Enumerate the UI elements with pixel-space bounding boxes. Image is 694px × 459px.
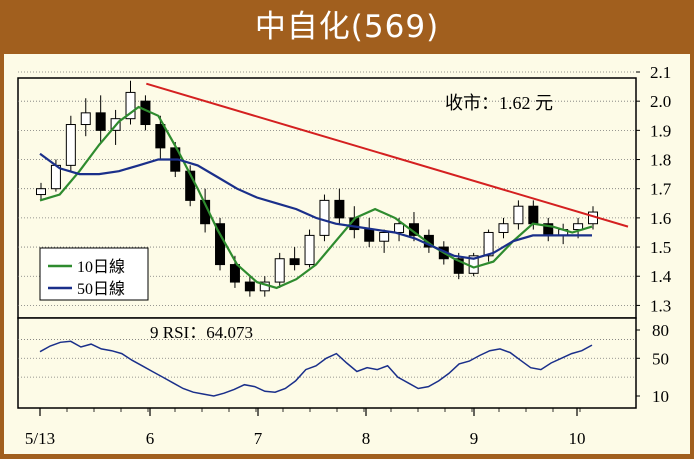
candle-up (319, 199, 330, 236)
rsi-plot-area (17, 317, 637, 409)
candle-down (289, 258, 300, 266)
candle-up (483, 231, 494, 257)
candle-down (229, 264, 240, 283)
rsi-tick-label: 10 (652, 387, 669, 406)
legend-ma50-label: 50日線 (77, 280, 125, 298)
candle-up (513, 205, 524, 225)
date-tick-label: 9 (470, 429, 479, 448)
price-tick-label: 1.6 (650, 209, 671, 228)
candle-up (394, 223, 405, 233)
resistance-trendline (146, 82, 629, 228)
date-tick-label: 7 (254, 429, 263, 448)
legend-ma10-label: 10日線 (77, 258, 125, 276)
price-tick-label: 1.3 (650, 296, 671, 315)
candle-down (528, 205, 539, 225)
price-tick-label: 1.8 (650, 151, 671, 170)
price-tick-label: 2.0 (650, 92, 671, 111)
date-tick-label: 5/13 (25, 429, 55, 448)
date-tick-label: 8 (362, 429, 371, 448)
candle-up (304, 234, 315, 266)
candle-up (125, 91, 136, 120)
rsi-line (39, 340, 593, 397)
candlesticks (36, 80, 598, 297)
candle-up (498, 223, 509, 233)
candle-down (140, 100, 151, 126)
rsi-label: 9 RSI：64.073 (150, 323, 253, 342)
candle-up (80, 112, 91, 126)
legend: 10日線 50日線 (39, 247, 149, 301)
candle-down (334, 199, 345, 219)
price-tick-label: 1.5 (650, 238, 671, 257)
ma50-line (39, 152, 592, 260)
candlestick-chart: 2.1 2.0 1.9 1.8 1.7 1.6 1.5 1.4 1.3 80 50 10 5/13 6… (17, 63, 672, 448)
date-tick-label: 6 (146, 429, 155, 448)
candle-down (185, 170, 196, 201)
candle-down (364, 229, 375, 242)
price-axis-ticks: 2.1 2.0 1.9 1.8 1.7 1.6 1.5 1.4 1.3 (636, 63, 672, 315)
candle-up (65, 124, 76, 166)
candle-up (36, 188, 46, 196)
price-tick-label: 1.9 (650, 121, 671, 140)
candle-up (379, 231, 390, 242)
candle-down (423, 234, 434, 248)
rsi-tick-label: 80 (652, 321, 669, 340)
chart-panel: 2.1 2.0 1.9 1.8 1.7 1.6 1.5 1.4 1.3 80 50 10 5/13 6… (4, 54, 690, 454)
rsi-line-group (39, 340, 593, 397)
candle-down (95, 112, 106, 131)
price-tick-label: 1.7 (650, 180, 672, 199)
rsi-tick-label: 50 (652, 349, 669, 368)
legend-box (39, 247, 149, 301)
price-gridlines (18, 71, 636, 306)
date-tick-label: 10 (569, 429, 586, 448)
candle-down (453, 258, 464, 274)
candle-down (155, 124, 166, 149)
close-price-label: 收市：1.62 元 (445, 93, 553, 113)
chart-title: 中自化(569) (254, 9, 440, 45)
candle-down (244, 281, 255, 292)
date-axis-ticks: 5/13 6 7 8 9 10 (25, 408, 586, 448)
moving-average-lines (39, 82, 629, 290)
price-tick-label: 1.4 (650, 267, 672, 286)
ma10-line (39, 105, 593, 290)
price-tick-label: 2.1 (650, 63, 671, 82)
candle-up (274, 258, 285, 283)
candle-up (573, 223, 584, 231)
rsi-axis-ticks: 80 50 10 (636, 321, 669, 406)
